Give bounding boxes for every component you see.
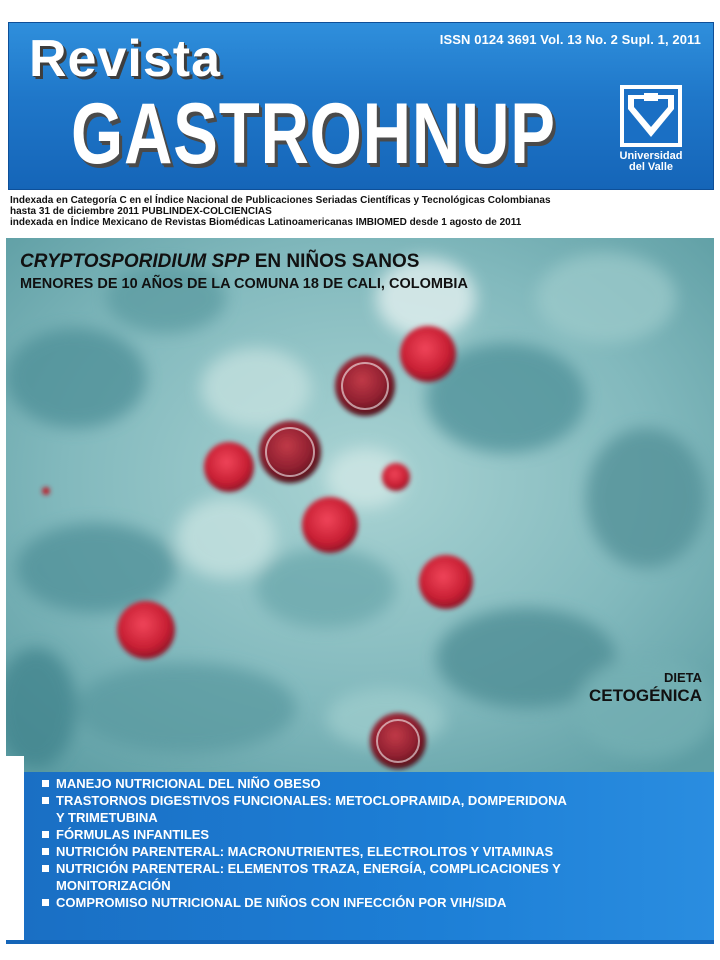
- issn-line: ISSN 0124 3691 Vol. 13 No. 2 Supl. 1, 20…: [439, 32, 701, 47]
- title-revista: Revista: [29, 30, 221, 88]
- topic-text-cont: Y TRIMETUBINA: [56, 810, 158, 825]
- topic-text: FÓRMULAS INFANTILES: [56, 827, 210, 842]
- topic-text: TRASTORNOS DIGESTIVOS FUNCIONALES: METOC…: [56, 793, 567, 808]
- university-logo: Universidad del Valle: [615, 85, 687, 185]
- topic-item: FÓRMULAS INFANTILES: [40, 826, 700, 843]
- indexing-notes: Indexada en Categoría C en el Índice Nac…: [10, 195, 710, 228]
- headline-rest: EN NIÑOS SANOS: [249, 251, 420, 272]
- cover-headline: CRYPTOSPORIDIUM SPP EN NIÑOS SANOS: [20, 252, 419, 272]
- topic-item: COMPROMISO NUTRICIONAL DE NIÑOS CON INFE…: [40, 894, 700, 911]
- white-strip: [6, 756, 24, 940]
- topic-item: TRASTORNOS DIGESTIVOS FUNCIONALES: METOC…: [40, 792, 700, 826]
- university-name-line2: del Valle: [628, 161, 674, 173]
- topic-text: NUTRICIÓN PARENTERAL: ELEMENTOS TRAZA, E…: [56, 861, 561, 876]
- journal-title: GASTROHNUP: [71, 86, 556, 182]
- bottom-rule: [6, 940, 714, 944]
- topic-text: COMPROMISO NUTRICIONAL DE NIÑOS CON INFE…: [56, 895, 507, 910]
- masthead: ISSN 0124 3691 Vol. 13 No. 2 Supl. 1, 20…: [8, 22, 714, 190]
- topic-item: NUTRICIÓN PARENTERAL: MACRONUTRIENTES, E…: [40, 843, 700, 860]
- bullet-icon: [42, 848, 49, 855]
- topic-text: MANEJO NUTRICIONAL DEL NIÑO OBESO: [56, 776, 321, 791]
- headline-italic: CRYPTOSPORIDIUM SPP: [20, 251, 250, 272]
- university-name-line1: Universidad: [619, 150, 683, 162]
- univalle-logo-icon: [620, 85, 682, 147]
- topic-text: NUTRICIÓN PARENTERAL: MACRONUTRIENTES, E…: [56, 844, 554, 859]
- bullet-icon: [42, 899, 49, 906]
- side-feature-line2: CETOGÉNICA: [588, 686, 702, 705]
- cover-subheadline: MENORES DE 10 AÑOS DE LA COMUNA 18 DE CA…: [20, 276, 468, 292]
- topics-band: [24, 772, 714, 940]
- topic-text-cont: MONITORIZACIÓN: [56, 878, 171, 893]
- bullet-icon: [42, 865, 49, 872]
- topics-list: MANEJO NUTRICIONAL DEL NIÑO OBESO TRASTO…: [40, 775, 700, 911]
- cover-micrograph: [6, 238, 714, 772]
- indexing-line: indexada en Índice Mexicano de Revistas …: [10, 217, 522, 228]
- indexing-line: hasta 31 de diciembre 2011 PUBLINDEX-COL…: [10, 206, 272, 217]
- topic-item: MANEJO NUTRICIONAL DEL NIÑO OBESO: [40, 775, 700, 792]
- bullet-icon: [42, 780, 49, 787]
- indexing-line: Indexada en Categoría C en el Índice Nac…: [10, 195, 551, 206]
- bullet-icon: [42, 831, 49, 838]
- side-feature-line1: DIETA: [663, 670, 702, 685]
- topic-item: NUTRICIÓN PARENTERAL: ELEMENTOS TRAZA, E…: [40, 860, 700, 894]
- university-name: Universidad del Valle: [615, 151, 687, 173]
- side-feature: DIETA CETOGÉNICA: [589, 670, 702, 706]
- micrograph-image: [6, 238, 714, 772]
- bullet-icon: [42, 797, 49, 804]
